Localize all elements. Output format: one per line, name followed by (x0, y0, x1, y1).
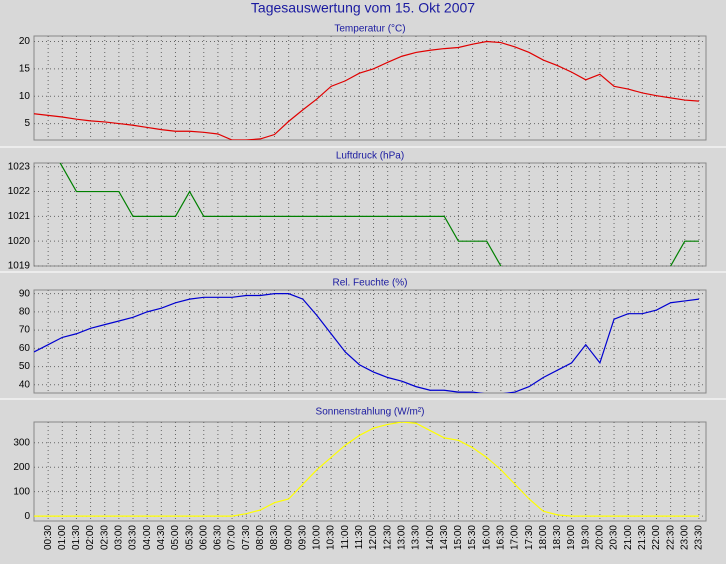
y-tick-label: 20 (19, 36, 31, 47)
x-tick-label: 23:00 (679, 525, 690, 550)
x-tick-label: 10:30 (326, 525, 337, 550)
panel-title: Temperatur (°C) (334, 24, 405, 35)
y-tick-label: 1023 (8, 161, 31, 172)
x-tick-label: 04:30 (156, 525, 167, 550)
x-tick-label: 04:00 (142, 525, 153, 550)
y-tick-label: 40 (19, 379, 31, 390)
x-tick-label: 23:30 (694, 525, 705, 550)
x-tick-label: 15:30 (467, 525, 478, 550)
x-tick-label: 16:00 (481, 525, 492, 550)
x-tick-label: 21:00 (623, 525, 634, 550)
x-tick-label: 18:00 (538, 525, 549, 550)
x-tick-label: 03:00 (114, 525, 125, 550)
plot-frame (33, 421, 707, 522)
y-tick-label: 90 (19, 288, 31, 299)
x-tick-label: 09:30 (297, 525, 308, 550)
y-tick-label: 80 (19, 307, 31, 318)
x-tick-label: 06:30 (213, 525, 224, 550)
x-tick-label: 13:30 (411, 525, 422, 550)
x-tick-label: 01:00 (57, 525, 68, 550)
y-tick-label: 50 (19, 361, 31, 372)
y-tick-label: 60 (19, 343, 31, 354)
x-tick-label: 09:00 (283, 525, 294, 550)
x-tick-label: 15:00 (453, 525, 464, 550)
x-tick-label: 07:00 (227, 525, 238, 550)
x-tick-label: 08:00 (255, 525, 266, 550)
y-tick-label: 10 (19, 91, 31, 102)
x-tick-label: 05:30 (184, 525, 195, 550)
panel-title: Sonnenstrahlung (W/m²) (316, 407, 425, 418)
x-tick-label: 03:30 (128, 525, 139, 550)
x-tick-label: 02:00 (85, 525, 96, 550)
x-tick-label: 12:00 (368, 525, 379, 550)
x-tick-label: 14:00 (425, 525, 436, 550)
x-tick-label: 06:00 (198, 525, 209, 550)
x-tick-label: 07:30 (241, 525, 252, 550)
x-tick-label: 12:30 (382, 525, 393, 550)
x-tick-label: 21:30 (637, 525, 648, 550)
y-tick-label: 1021 (8, 211, 31, 222)
x-tick-label: 22:00 (651, 525, 662, 550)
x-tick-label: 11:30 (354, 525, 365, 550)
data-line (34, 422, 699, 517)
x-tick-label: 19:30 (580, 525, 591, 550)
x-tick-label: 13:00 (396, 525, 407, 550)
x-tick-label: 08:30 (269, 525, 280, 550)
x-tick-label: 01:30 (71, 525, 82, 550)
x-tick-label: 02:30 (99, 525, 110, 550)
panel-title: Luftdruck (hPa) (336, 151, 404, 162)
y-tick-label: 15 (19, 63, 31, 74)
x-tick-label: 10:00 (312, 525, 323, 550)
x-tick-label: 14:30 (439, 525, 450, 550)
y-tick-label: 300 (13, 437, 30, 448)
x-tick-label: 11:00 (340, 525, 351, 550)
x-tick-label: 20:30 (609, 525, 620, 550)
page-title: Tagesauswertung vom 15. Okt 2007 (251, 0, 475, 16)
data-line (34, 293, 700, 393)
x-tick-label: 17:30 (524, 525, 535, 550)
x-tick-label: 17:00 (510, 525, 521, 550)
y-tick-label: 1019 (8, 261, 31, 272)
x-tick-label: 18:30 (552, 525, 563, 550)
x-tick-label: 19:00 (566, 525, 577, 550)
plot-frame (33, 35, 707, 141)
x-tick-label: 20:00 (595, 525, 606, 550)
x-tick-label: 00:30 (43, 525, 54, 550)
y-tick-label: 70 (19, 325, 31, 336)
y-tick-label: 200 (13, 462, 30, 473)
x-tick-label: 22:30 (665, 525, 676, 550)
y-tick-label: 0 (24, 511, 30, 522)
x-tick-label: 16:30 (496, 525, 507, 550)
data-line (59, 163, 699, 266)
x-tick-label: 05:00 (170, 525, 181, 550)
data-line (34, 40, 699, 140)
y-tick-label: 1020 (8, 236, 31, 247)
y-tick-label: 5 (24, 118, 30, 129)
y-tick-label: 100 (13, 486, 30, 497)
panel-title: Rel. Feuchte (%) (332, 278, 407, 289)
y-tick-label: 1022 (8, 186, 31, 197)
plot-frame (33, 289, 707, 394)
